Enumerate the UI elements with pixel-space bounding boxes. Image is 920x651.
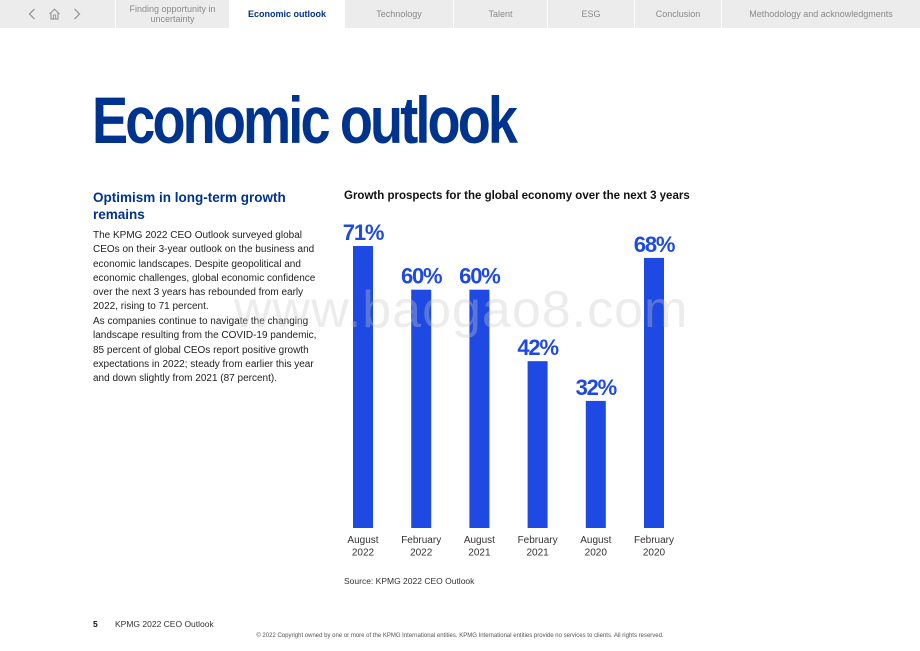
x-tick-label: August	[347, 535, 378, 546]
bar-august-2020	[585, 400, 606, 528]
bar-chart-svg: 71% August 2022 60% February 2022 60% August 202…	[343, 220, 676, 559]
bar-value-label: 68%	[634, 232, 675, 257]
chart-source: Source: KPMG 2022 CEO Outlook	[344, 576, 475, 586]
bar-value-label: 60%	[459, 264, 500, 289]
section-subheading: Optimism in long-term growth remains	[93, 190, 286, 222]
home-icon[interactable]	[48, 8, 61, 20]
tab-methodology[interactable]: Methodology and acknowledgments	[749, 9, 893, 19]
chevron-right-icon[interactable]	[73, 8, 81, 20]
x-tick-label: February	[518, 535, 558, 546]
x-tick-label: 2021	[526, 548, 549, 559]
x-tick-label: February	[634, 535, 674, 546]
tab-finding-opportunity[interactable]: Finding opportunity in uncertainty	[116, 0, 230, 28]
copyright-notice: © 2022 Copyright owned by one or more of…	[256, 633, 664, 639]
chart-title: Growth prospects for the global economy …	[344, 190, 690, 202]
bar-value-label: 60%	[401, 264, 442, 289]
x-tick-label: 2020	[643, 548, 666, 559]
x-tick-label: February	[401, 535, 441, 546]
bar-value-label: 32%	[576, 375, 617, 400]
x-tick-label: 2020	[585, 548, 608, 559]
top-navigation: Finding opportunity in uncertainty Econo…	[0, 0, 920, 28]
tab-conclusion[interactable]: Conclusion	[635, 0, 722, 28]
x-tick-label: 2022	[352, 548, 375, 559]
page-title: Economic outlook	[92, 83, 518, 157]
x-tick-label: August	[580, 535, 611, 546]
bar-value-label: 71%	[343, 220, 384, 245]
body-paragraph-2: As companies continue to navigate the ch…	[93, 316, 317, 385]
nav-controls	[0, 0, 116, 28]
body-paragraph-1: The KPMG 2022 CEO Outlook surveyed globa…	[93, 230, 316, 313]
tab-esg[interactable]: ESG	[548, 0, 635, 28]
tab-technology[interactable]: Technology	[345, 0, 454, 28]
bar-august-2022	[353, 246, 373, 528]
publication-name: KPMG 2022 CEO Outlook	[115, 619, 214, 629]
watermark: www.baogao8.com	[234, 281, 689, 339]
bar-february-2022	[411, 289, 432, 528]
tab-economic-outlook[interactable]: Economic outlook	[230, 0, 345, 28]
x-tick-label: 2021	[468, 548, 491, 559]
x-tick-label: August	[464, 535, 495, 546]
x-tick-label: 2022	[410, 548, 433, 559]
bar-february-2020	[644, 257, 664, 528]
bar-february-2021	[527, 361, 548, 528]
bar-august-2021	[469, 289, 490, 528]
page-number: 5	[93, 619, 98, 629]
bar-value-label: 42%	[517, 335, 558, 360]
bar-chart: 71% August 2022 60% February 2022 60% August 202…	[340, 210, 685, 565]
chevron-left-icon[interactable]	[28, 8, 36, 20]
tab-talent[interactable]: Talent	[454, 0, 548, 28]
